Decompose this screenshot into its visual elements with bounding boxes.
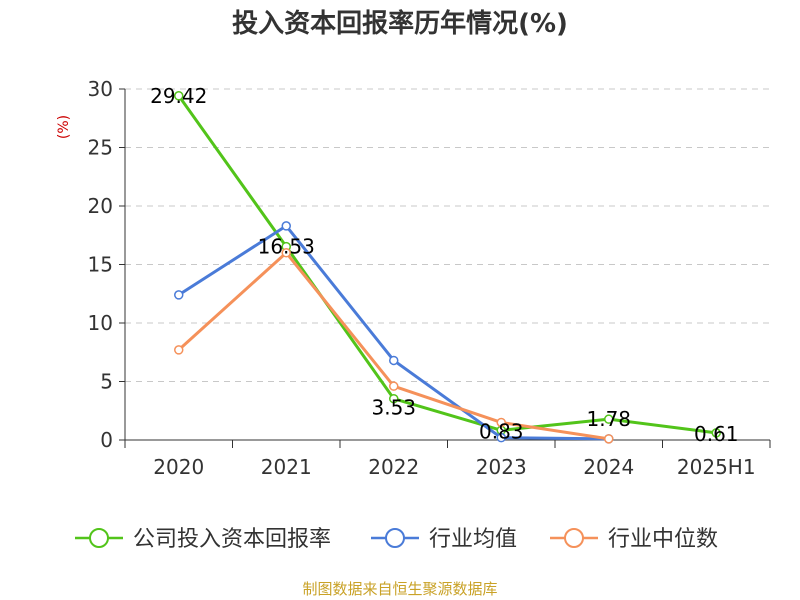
series-2 [174,248,614,444]
data-label: 29.42 [150,84,207,108]
legend-item-1: 行业均值 [371,527,517,552]
legend-marker [385,528,405,548]
data-point [174,91,184,101]
y-tick-label: 20 [88,194,113,218]
legend-marker [89,528,109,548]
chart-title: 投入资本回报率历年情况(%) [232,8,568,39]
grid-lines [125,88,770,382]
legend-label: 行业均值 [429,527,517,552]
data-point [281,221,291,231]
y-axis-label: (%) [56,115,72,139]
source-note: 制图数据来自恒生聚源数据库 [302,580,497,598]
data-label: 3.53 [371,396,416,420]
x-tick-label: 2023 [476,455,527,479]
data-point [389,393,399,404]
data-point [496,432,506,443]
legend: 公司投入资本回报率 行业均值 行业中位数 [75,527,718,552]
data-point [389,355,399,366]
x-tick-label: 2025H1 [677,455,756,479]
y-tick-label: 0 [100,428,113,452]
data-point [174,345,184,355]
data-label: 0.61 [694,422,739,446]
data-label: 0.83 [479,419,524,443]
x-tick-labels: 2020 2021 2022 2023 2024 2025H1 [153,455,755,479]
y-tick-labels: 0 5 10 15 20 25 30 [88,77,113,452]
data-point [174,290,184,300]
data-point [281,248,291,258]
data-labels: 29.42 16.53 3.53 0.83 1.78 0.61 [150,84,738,446]
legend-marker [564,528,584,548]
data-point [496,417,506,428]
legend-item-2: 行业中位数 [550,527,718,552]
x-tick-label: 2020 [153,455,204,479]
y-tick-label: 10 [88,311,113,335]
data-point [389,381,399,391]
y-tick-label: 5 [100,370,113,394]
data-label: 16.53 [258,235,315,259]
legend-label: 公司投入资本回报率 [133,527,331,552]
legend-item-0: 公司投入资本回报率 [75,527,331,552]
data-label: 1.78 [586,407,631,431]
data-point [711,428,721,438]
x-tick-label: 2022 [368,455,419,479]
y-tick-label: 15 [88,253,113,277]
legend-label: 行业中位数 [608,527,718,552]
series-line [177,94,717,435]
series-lines [174,91,721,444]
data-point [604,434,614,444]
data-point [604,414,614,424]
y-tick-label: 30 [88,77,113,101]
axes [119,88,771,448]
y-tick-label: 25 [88,136,113,160]
x-tick-label: 2021 [261,455,312,479]
x-tick-label: 2024 [583,455,634,479]
